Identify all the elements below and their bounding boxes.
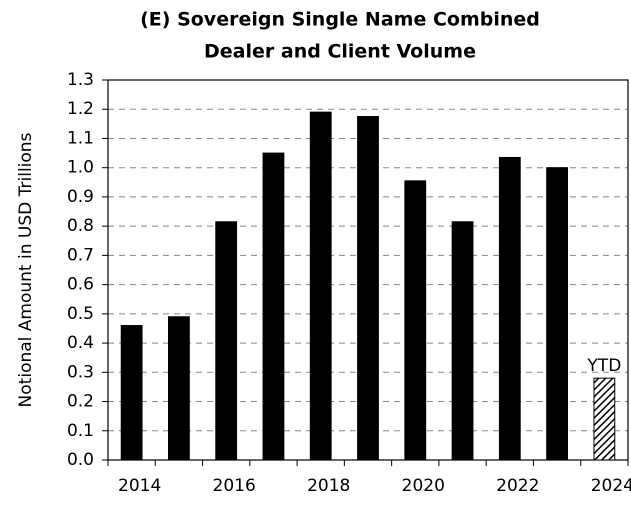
y-tick-label: 0.5 <box>67 304 94 324</box>
y-tick-label: 0.9 <box>67 187 94 207</box>
x-tick-label: 2024 <box>591 476 631 496</box>
x-tick-label: 2016 <box>213 476 256 496</box>
y-axis-title: Notional Amount in USD Trillions <box>16 132 36 407</box>
y-tick-label: 1.1 <box>67 128 94 148</box>
y-tick-label: 1.3 <box>67 70 94 90</box>
x-tick-label: 2018 <box>307 476 350 496</box>
y-tick-label: 0.4 <box>67 333 94 353</box>
y-tick-label: 0.6 <box>67 275 94 295</box>
y-tick-label: 1.0 <box>67 158 94 178</box>
bar <box>451 221 474 461</box>
bar <box>120 325 143 461</box>
y-tick-label: 1.2 <box>67 99 94 119</box>
chart-title: Dealer and Client Volume <box>204 41 476 63</box>
x-tick-label: 2014 <box>118 476 161 496</box>
y-tick-label: 0.0 <box>67 450 94 470</box>
x-tick-label: 2020 <box>402 476 445 496</box>
y-tick-label: 0.2 <box>67 392 94 412</box>
bar <box>309 111 332 461</box>
x-tick-label: 2022 <box>496 476 539 496</box>
bar <box>593 377 616 461</box>
bar <box>546 167 568 461</box>
bar <box>357 116 379 461</box>
chart-title: (E) Sovereign Single Name Combined <box>140 9 540 31</box>
y-tick-label: 0.7 <box>67 245 94 265</box>
bar <box>498 156 521 461</box>
annotation: YTD <box>586 356 621 376</box>
bar <box>215 221 238 461</box>
y-tick-label: 0.3 <box>67 362 94 382</box>
y-tick-label: 0.1 <box>67 421 94 441</box>
y-tick-label: 0.8 <box>67 216 94 236</box>
bar <box>262 152 285 461</box>
bar <box>168 316 190 461</box>
bar <box>404 180 427 461</box>
